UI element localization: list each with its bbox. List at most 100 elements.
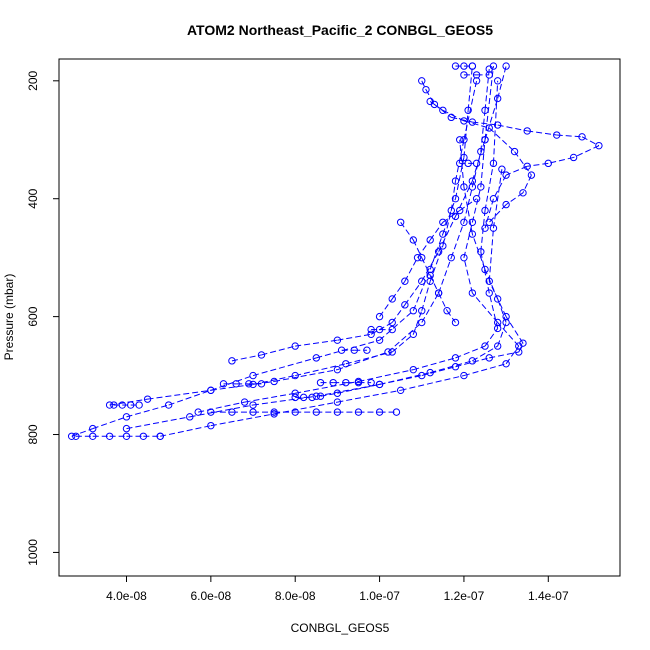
y-tick-label: 400 (26, 188, 40, 208)
series-line-segment (492, 169, 503, 229)
data-point (485, 71, 493, 79)
data-point (89, 424, 97, 433)
series-line-segment (421, 251, 440, 282)
series-line-segment (463, 110, 469, 158)
series-line-segment (527, 130, 557, 136)
data-point (337, 346, 346, 354)
data-point (388, 325, 396, 334)
data-point (472, 71, 481, 79)
series-line-segment (455, 357, 490, 368)
series-line-segment (442, 210, 452, 246)
series-line-segment (337, 389, 401, 403)
data-point (308, 393, 316, 402)
data-series (460, 71, 493, 79)
series-line-segment (450, 180, 456, 211)
data-series (207, 408, 401, 416)
data-series (418, 77, 603, 232)
data-point (329, 378, 337, 387)
data-series (316, 378, 375, 387)
data-series (110, 401, 143, 409)
series-line-segment (413, 357, 456, 371)
series-line-segment (379, 375, 422, 385)
series-line-segment (488, 281, 507, 317)
data-series (451, 62, 477, 70)
data-point (451, 195, 460, 203)
data-point (515, 348, 523, 356)
data-point (451, 177, 460, 185)
data-point (443, 307, 451, 315)
data-series (375, 195, 481, 321)
data-point (67, 432, 76, 440)
series-line-segment (421, 281, 431, 311)
series-line-segment (358, 369, 414, 382)
data-point (270, 408, 278, 416)
series-line-segment (548, 156, 574, 164)
x-tick-label: 8.0e-08 (275, 589, 316, 603)
data-series (316, 165, 527, 400)
series-line-segment (480, 139, 486, 187)
data-point (207, 386, 215, 395)
data-point (72, 432, 80, 440)
data-point (207, 408, 215, 416)
data-point (493, 342, 502, 350)
series-line-segment (484, 68, 490, 111)
y-tick-label: 800 (26, 424, 40, 444)
data-point (388, 295, 396, 303)
series-line-segment (421, 292, 440, 323)
series-line-segment (391, 333, 414, 353)
series-line-segment (472, 121, 498, 126)
data-point (447, 206, 455, 215)
data-point (489, 224, 498, 232)
series-line-segment (488, 292, 499, 329)
data-point (375, 325, 384, 334)
series-line-segment (484, 269, 499, 300)
data-point (291, 342, 299, 350)
data-point (333, 389, 342, 397)
data-point (434, 289, 443, 297)
y-axis-label: Pressure (mbar) (2, 274, 16, 361)
y-tick-label: 1000 (26, 539, 40, 566)
series-line-segment (210, 380, 275, 391)
data-point (493, 121, 502, 129)
data-point (439, 218, 447, 226)
data-point (156, 432, 164, 440)
data-point (464, 159, 472, 168)
series-line-segment (446, 310, 456, 323)
data-point (367, 325, 375, 334)
data-point (350, 346, 358, 354)
data-point (164, 401, 173, 409)
data-point (401, 301, 409, 309)
data-point (439, 106, 447, 114)
data-point (354, 408, 363, 416)
series-line-segment (252, 375, 296, 385)
series-line-segment (379, 310, 414, 341)
data-point (257, 351, 266, 359)
series-line-segment (514, 151, 532, 176)
series-line-segment (442, 198, 456, 235)
series-line-segment (463, 222, 473, 258)
data-point (316, 378, 325, 387)
data-point (460, 117, 468, 125)
series-line-segment (412, 310, 423, 335)
data-point (409, 236, 418, 244)
data-point (299, 393, 308, 402)
data-point (291, 371, 299, 380)
data-point (502, 360, 510, 368)
data-point (468, 62, 477, 70)
data-point (367, 378, 375, 387)
data-point (439, 242, 447, 250)
data-point (139, 432, 148, 440)
series-line-segment (168, 389, 212, 406)
data-point (553, 131, 561, 139)
series-line-segment (488, 127, 515, 152)
data-point (312, 354, 321, 362)
data-point (456, 206, 464, 215)
data-point (333, 408, 342, 416)
series-line-segment (295, 339, 338, 347)
data-point (434, 248, 443, 256)
data-point (249, 401, 257, 409)
data-point (485, 65, 493, 73)
series-line-segment (345, 351, 393, 365)
series-line-segment (210, 413, 275, 427)
